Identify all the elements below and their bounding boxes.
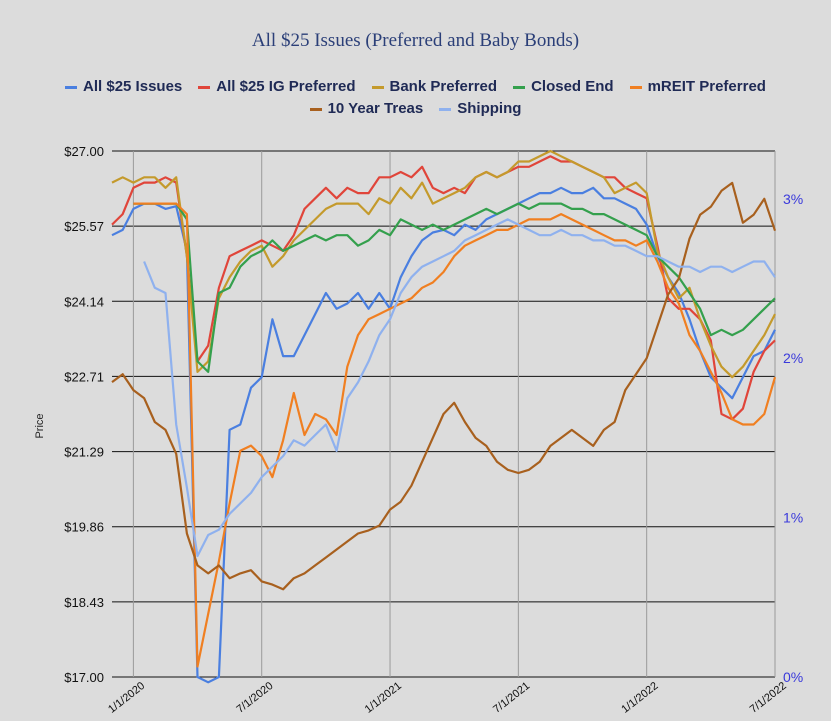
y-tick-label: $17.00 [64,670,104,685]
legend-item: mREIT Preferred [629,76,766,98]
series-lines [111,149,777,684]
y-tick-label: $27.00 [64,144,104,159]
legend-label: All $25 Issues [83,78,183,95]
series-line-mreit-preferred [133,202,777,668]
legend-row: All $25 Issues All $25 IG Preferred Bank P… [0,76,831,98]
y-tick-label: $18.43 [64,595,104,610]
legend-row: 10 Year Treas Shipping [0,98,831,120]
x-tick-label: 1/1/2022 [619,680,660,716]
legend-item: All $25 IG Preferred [198,76,356,98]
y-axis-label: Price [34,413,46,438]
y-tick-label: $24.14 [64,294,104,309]
x-tick-label: 7/1/2020 [234,680,275,716]
y-tick-label: $25.57 [64,219,104,234]
legend-label: mREIT Preferred [647,78,766,95]
y-tick-label: $19.86 [64,520,104,535]
x-tick-label: 7/1/2021 [491,680,532,716]
legend-item: All $25 Issues [65,76,182,98]
legend-label: Closed End [531,78,614,95]
chart-legend: All $25 Issues All $25 IG Preferred Bank P… [0,76,831,120]
y2-tick-label: 0% [783,669,803,685]
x-tick-label: 7/1/2022 [748,680,789,716]
legend-swatch [198,85,211,89]
series-line-all-25-issues [111,186,776,684]
legend-swatch [513,85,526,89]
x-tick-label: 1/1/2021 [363,680,404,716]
legend-item: Shipping [439,98,521,120]
legend-item: Bank Preferred [371,76,498,98]
legend-swatch [309,107,322,111]
chart-title: All $25 Issues (Preferred and Baby Bonds… [251,30,580,51]
legend-swatch [439,107,452,111]
y-tick-label: $21.29 [64,445,104,460]
legend-item: 10 Year Treas [309,98,424,120]
legend-label: Shipping [457,100,522,117]
legend-label: Bank Preferred [389,78,498,95]
y2-tick-label: 1% [783,510,803,526]
legend-swatch [65,85,78,89]
y2-tick-label: 2% [783,350,803,366]
legend-label: 10 Year Treas [327,100,424,117]
x-tick-label: 1/1/2020 [106,680,147,716]
grid [112,150,776,678]
series-line-10-year-treas [111,181,777,591]
legend-swatch [629,85,642,89]
legend-item: Closed End [513,76,614,98]
legend-label: All $25 IG Preferred [216,78,356,95]
series-line-shipping [143,218,776,558]
series-line-closed-end [133,202,776,373]
y-tick-label: $22.71 [64,369,104,384]
legend-swatch [371,85,384,89]
y2-tick-label: 3% [783,191,803,207]
